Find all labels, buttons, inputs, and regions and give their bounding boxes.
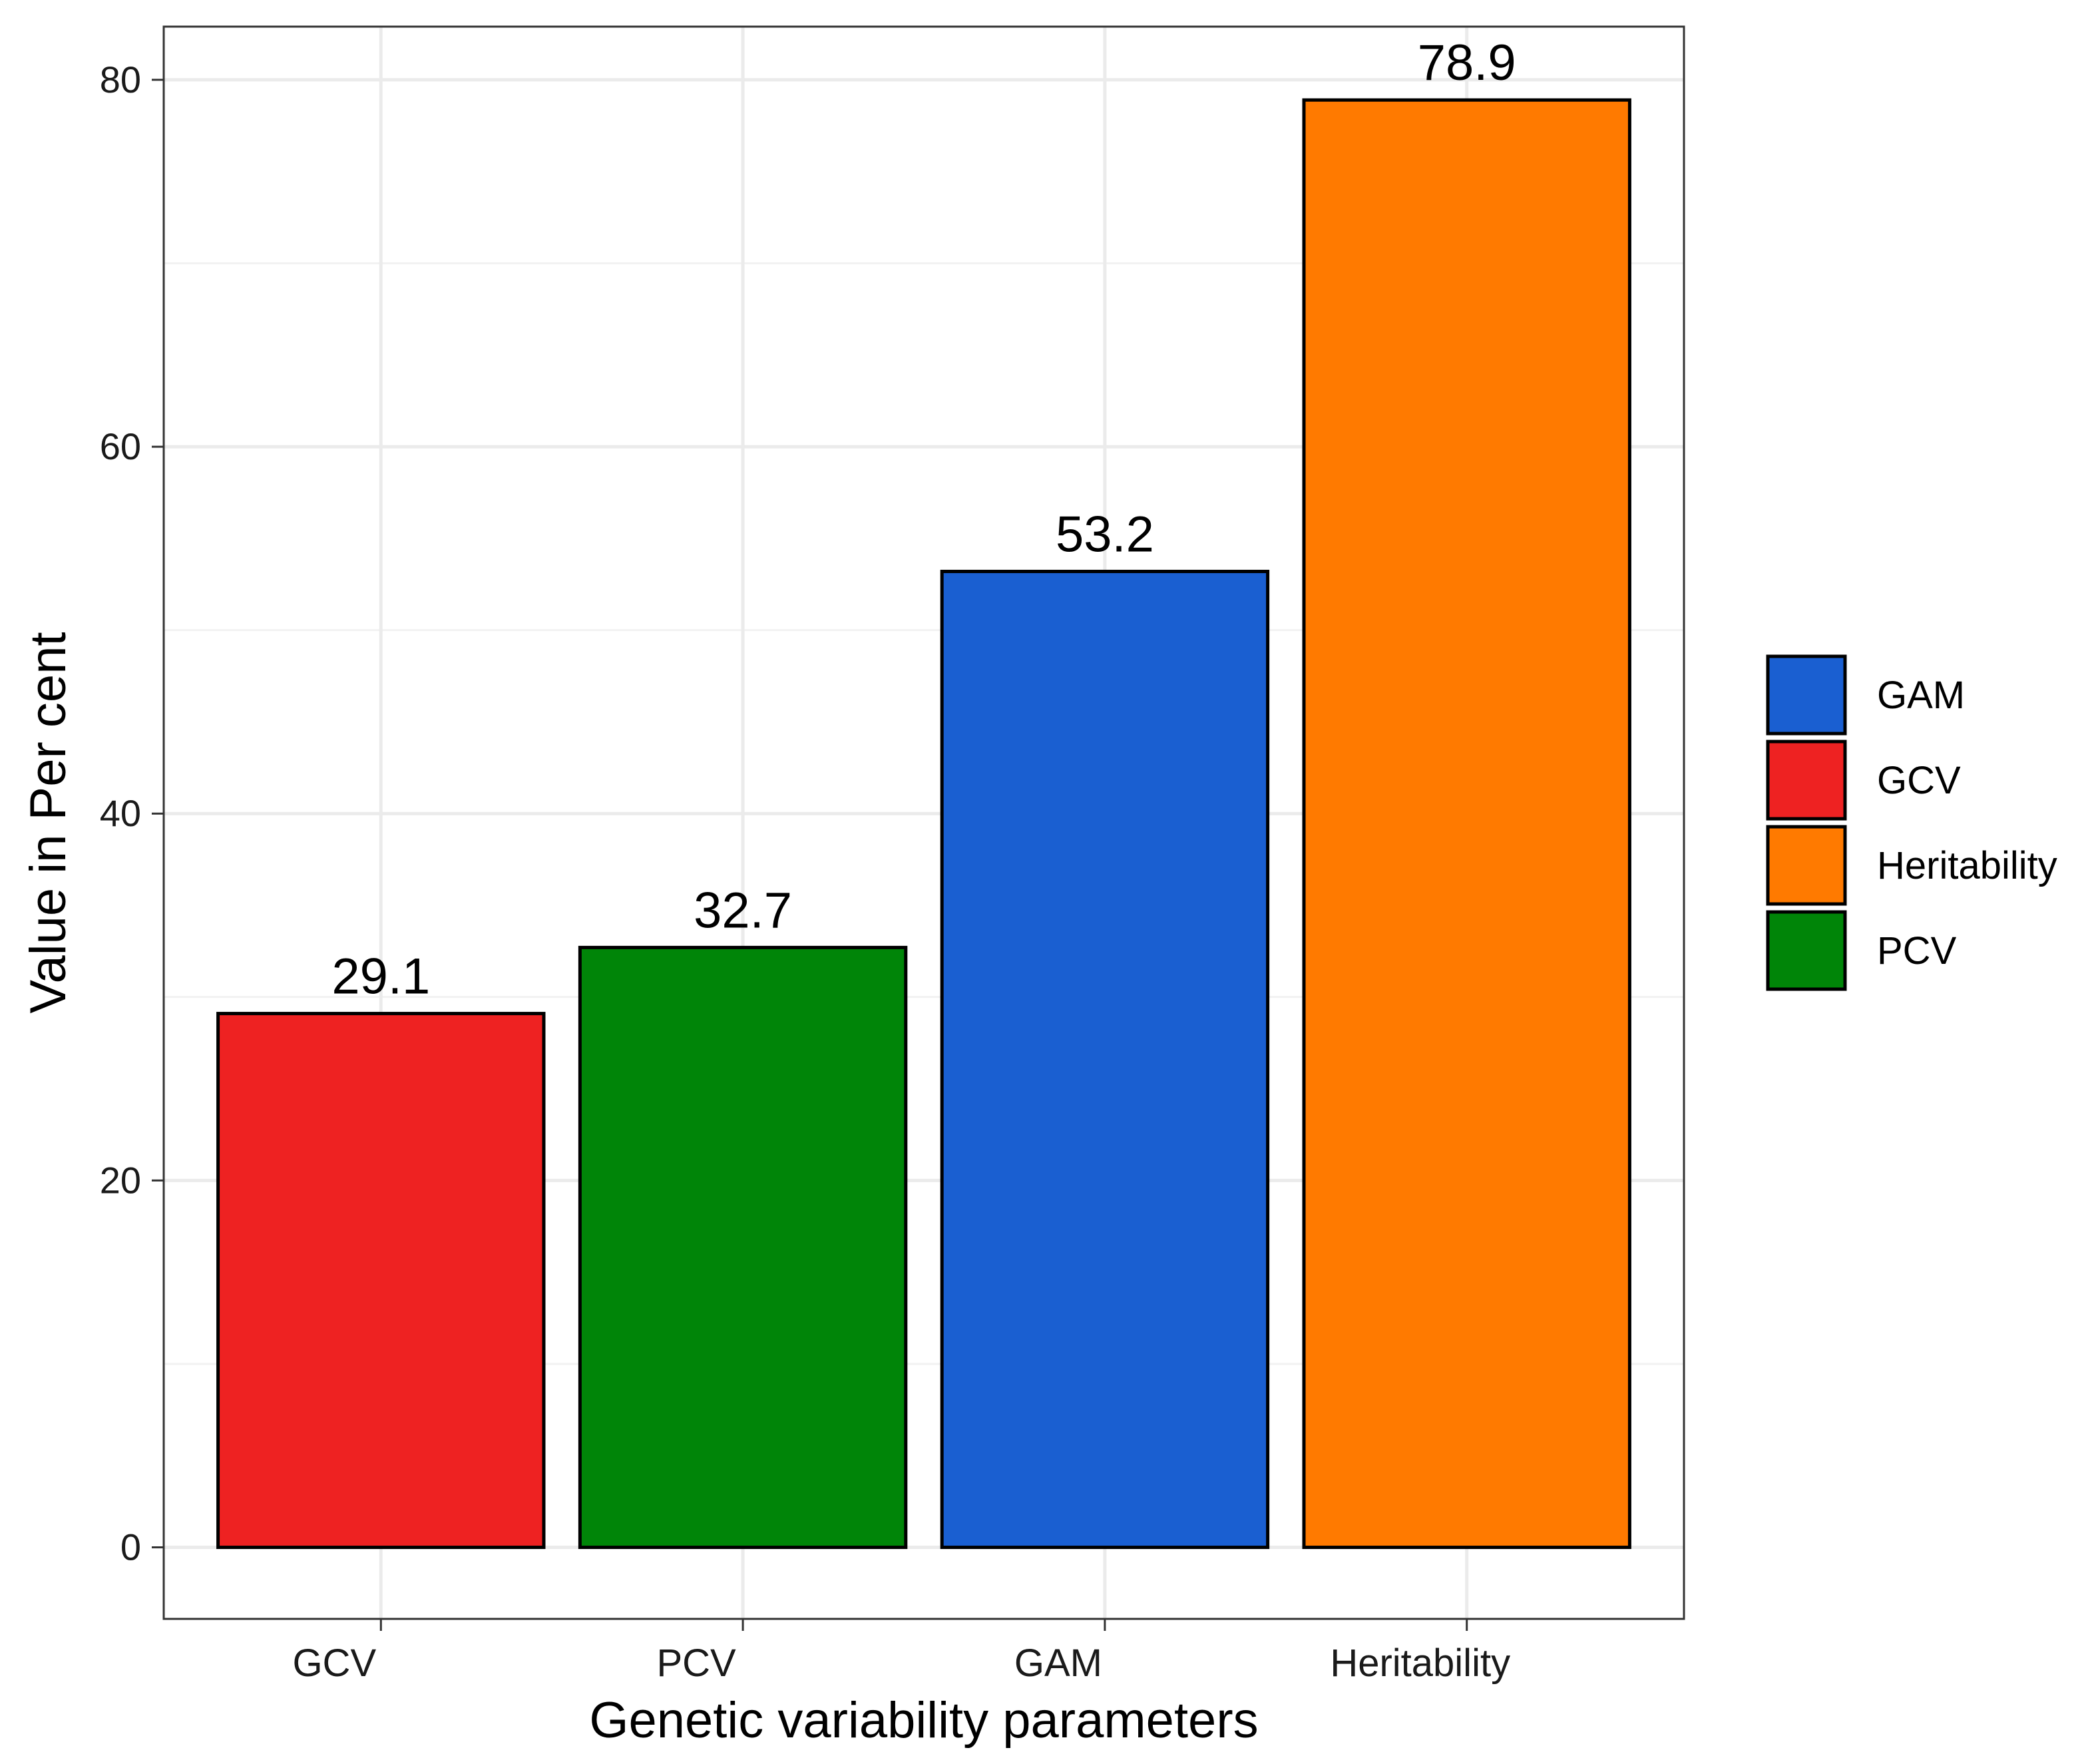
x-axis: GCV PCV GAM Heritability [292,1619,1510,1685]
data-label: 78.9 [1418,35,1516,91]
data-labels: 29.1 32.7 53.2 78.9 [331,35,1516,1004]
legend-label: GAM [1877,674,1965,717]
bar-heritability [1302,98,1631,1550]
legend-key-gam [1766,654,1847,736]
y-tick-label: 0 [120,1526,141,1568]
x-tick-label: GCV [292,1642,376,1685]
legend-label: GCV [1877,759,1961,802]
data-label: 32.7 [694,882,792,939]
y-tick-label: 40 [100,792,141,834]
data-label: 53.2 [1056,506,1154,562]
legend-key-heritability [1766,825,1847,906]
data-label: 29.1 [331,949,430,1005]
y-tick-label: 80 [100,59,141,101]
legend-key-pcv [1766,910,1847,991]
legend-label: Heritability [1877,844,2057,887]
bars [216,98,1631,1550]
x-tick-label: PCV [656,1642,736,1685]
x-tick-label: Heritability [1330,1642,1510,1685]
y-tick-label: 20 [100,1159,141,1201]
bar-pcv [578,945,908,1550]
y-tick-label: 60 [100,425,141,467]
legend-key-gcv [1766,740,1847,821]
bar-gam [940,569,1270,1550]
legend-label: PCV [1877,929,1957,973]
plot-panel-border [162,25,1685,1620]
legend: GAM GCV Heritability PCV [1766,654,2057,991]
x-axis-title: Genetic variability parameters [589,1692,1258,1749]
y-axis: 0 20 40 60 80 [100,59,164,1568]
bar-gcv [216,1012,546,1550]
x-tick-label: GAM [1014,1642,1102,1685]
y-axis-title: Value in Per cent [20,632,77,1013]
